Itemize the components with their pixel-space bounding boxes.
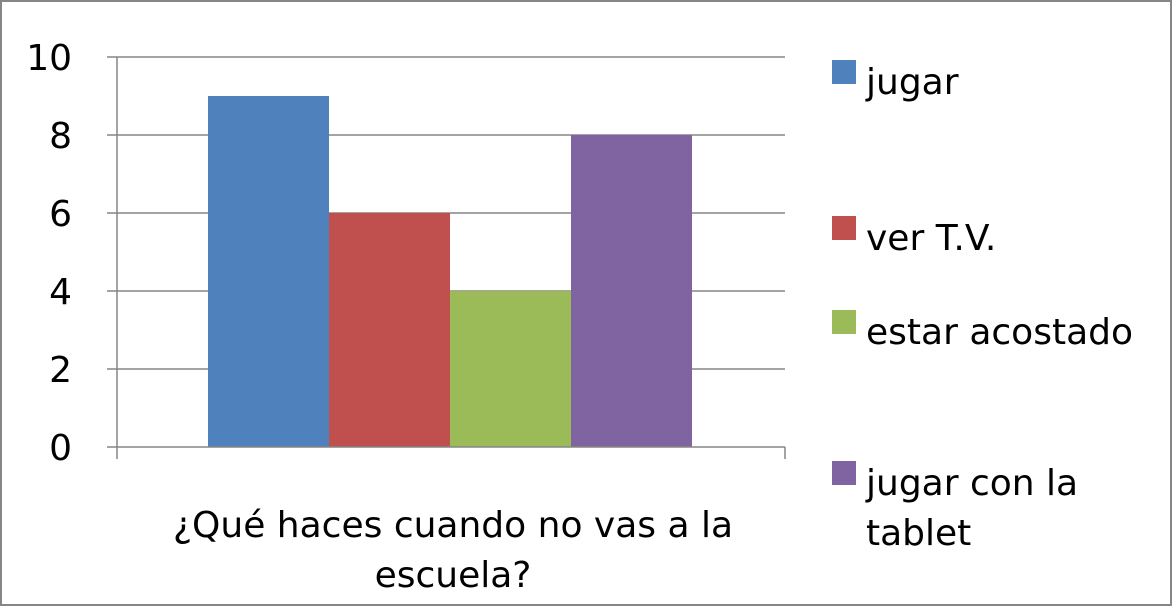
axes (107, 57, 786, 459)
category-label-line: ¿Qué haces cuando no vas a la (173, 505, 733, 546)
legend-label-jugar-con-la-tablet[interactable]: jugar con la (865, 463, 1078, 504)
y-tick-label: 4 (49, 272, 72, 313)
bar-ver-t-v (329, 213, 450, 447)
bar-jugar-con-la-tablet (571, 135, 692, 447)
legend-swatch-jugar[interactable] (832, 60, 856, 84)
legend-label-jugar-con-la-tablet[interactable]: tablet (866, 513, 971, 554)
legend[interactable]: jugar ver T.V. estar acostado jugar con la t… (832, 60, 1133, 554)
legend-swatch-estar-acostado[interactable] (832, 310, 856, 334)
bars (208, 96, 692, 447)
y-tick-label: 0 (49, 428, 72, 469)
y-tick-label: 8 (49, 116, 72, 157)
bar-jugar (208, 96, 329, 447)
y-tick-label: 2 (49, 350, 72, 391)
legend-swatch-jugar-con-la-tablet[interactable] (832, 461, 856, 485)
category-label-line: escuela? (375, 555, 532, 596)
y-tick-label: 6 (49, 194, 72, 235)
category-label: ¿Qué haces cuando no vas a la escuela? (173, 505, 733, 596)
legend-label-estar-acostado[interactable]: estar acostado (866, 312, 1133, 353)
legend-swatch-ver-t-v[interactable] (832, 216, 856, 240)
y-tick-label: 10 (26, 38, 72, 79)
legend-label-jugar[interactable]: jugar (865, 62, 959, 103)
y-tick-labels: 0 2 4 6 8 10 (26, 38, 72, 469)
bar-estar-acostado (450, 291, 571, 447)
legend-label-ver-t-v[interactable]: ver T.V. (866, 218, 996, 259)
